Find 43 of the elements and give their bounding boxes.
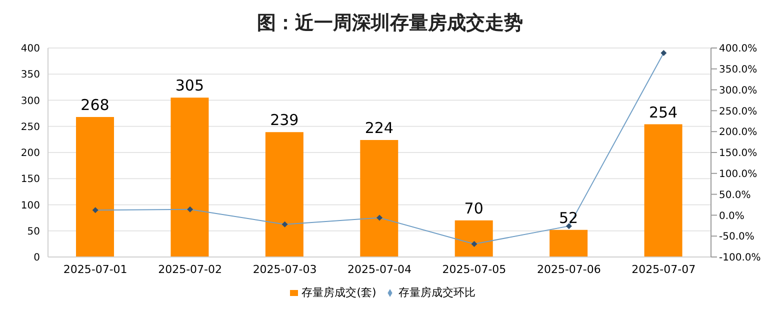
y2-tick-label: 50.0% [719,190,751,201]
legend-label: 存量房成交环比 [398,286,476,299]
y-tick-label: 400 [20,44,40,55]
bar [76,116,114,257]
y-tick-label: 300 [20,96,40,107]
x-tick-label: 2025-07-03 [252,262,317,276]
bar [550,230,588,257]
bar [454,220,493,257]
y2-tick-label: -50.0% [719,232,754,243]
y-tick-label: 50 [27,226,40,238]
y2-tick-label: 350.0% [719,64,758,76]
x-tick-label: 2025-07-05 [442,262,506,276]
bar [265,132,304,257]
x-tick-label: 2025-07-06 [536,262,601,276]
y2-tick-label: 0.0% [719,210,744,222]
data-label: 70 [464,199,484,218]
x-tick-label: 2025-07-02 [158,262,222,276]
y-tick-label: 150 [20,174,40,186]
y-tick-label: 200 [20,148,40,160]
data-label: 268 [80,96,110,114]
y2-tick-label: 200.0% [719,127,758,138]
bar [644,124,682,257]
data-label: 239 [270,111,299,130]
y2-tick-label: 250.0% [719,106,758,118]
y-tick-label: 250 [20,122,40,133]
y-tick-label: 350 [20,70,40,81]
legend-label: 存量房成交(套) [302,286,376,299]
chart-title: 图：近一周深圳存量房成交走势 [256,11,524,36]
x-tick-label: 2025-07-07 [632,262,696,276]
y2-tick-label: 100.0% [719,168,758,180]
y2-tick-label: 400.0% [719,44,758,55]
y2-tick-label: 150.0% [719,148,758,160]
data-label: 254 [648,103,678,122]
x-tick-label: 2025-07-01 [63,262,128,276]
bar [170,98,209,257]
x-tick-label: 2025-07-04 [348,262,412,276]
data-label: 305 [175,76,204,95]
y-tick-label: 100 [20,200,40,212]
y2-tick-label: -100.0% [719,252,761,264]
data-label: 224 [364,118,394,137]
y2-tick-label: 300.0% [719,85,758,96]
y-tick-label: 0 [34,252,40,264]
bar [360,140,398,257]
